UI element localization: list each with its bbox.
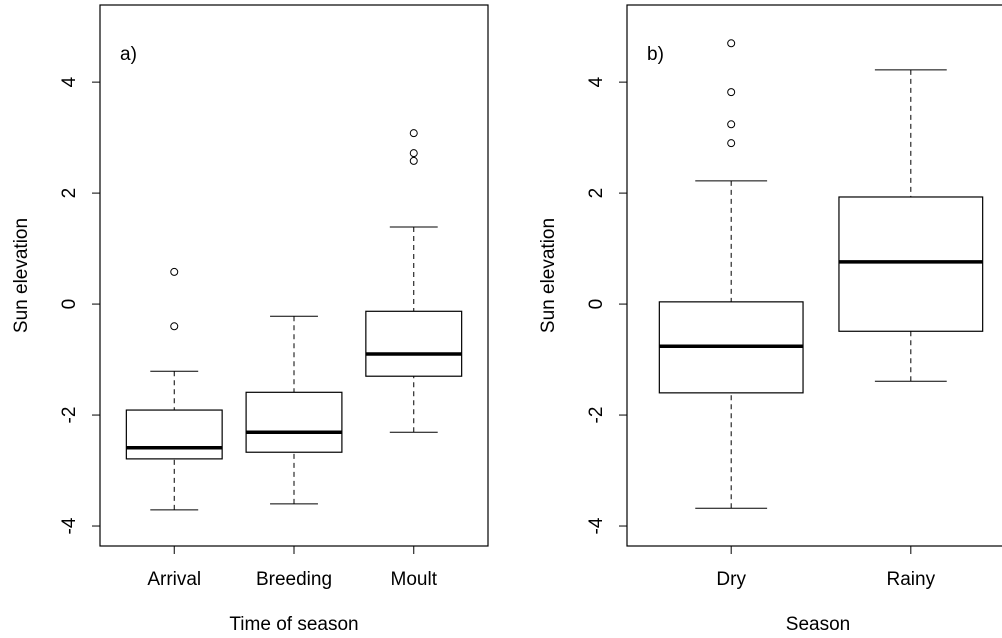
outlier (409, 129, 418, 138)
panel-annotation: a) (120, 44, 137, 65)
x-axis-label: Time of season (229, 614, 358, 635)
y-tick-label: 0 (586, 299, 607, 310)
y-tick-label: -4 (59, 517, 80, 534)
panel-annotation: b) (647, 44, 664, 65)
outlier (409, 156, 418, 165)
y-axis-label: Sun elevation (11, 218, 32, 333)
x-tick-label: Moult (391, 569, 438, 590)
y-tick-label: -2 (59, 407, 80, 424)
outlier (170, 267, 179, 276)
y-tick-label: 4 (59, 76, 80, 87)
outlier (409, 149, 418, 158)
outlier (727, 39, 736, 48)
box (125, 409, 223, 460)
y-tick-label: -2 (586, 407, 607, 424)
outlier (727, 139, 736, 148)
outlier (727, 88, 736, 97)
y-axis-label: Sun elevation (538, 218, 559, 333)
x-tick-label: Rainy (887, 569, 936, 590)
y-tick-label: 2 (586, 188, 607, 199)
outlier (170, 322, 179, 331)
x-tick-label: Arrival (147, 569, 201, 590)
y-tick-label: -4 (586, 517, 607, 534)
outlier (727, 120, 736, 129)
y-tick-label: 2 (59, 188, 80, 199)
y-tick-label: 0 (59, 299, 80, 310)
x-tick-label: Breeding (256, 569, 332, 590)
box (365, 310, 463, 377)
x-axis-label: Season (786, 614, 850, 635)
box (838, 196, 984, 332)
box (245, 391, 343, 453)
y-tick-label: 4 (586, 76, 607, 87)
x-tick-label: Dry (716, 569, 746, 590)
plot-frame (626, 4, 1002, 547)
